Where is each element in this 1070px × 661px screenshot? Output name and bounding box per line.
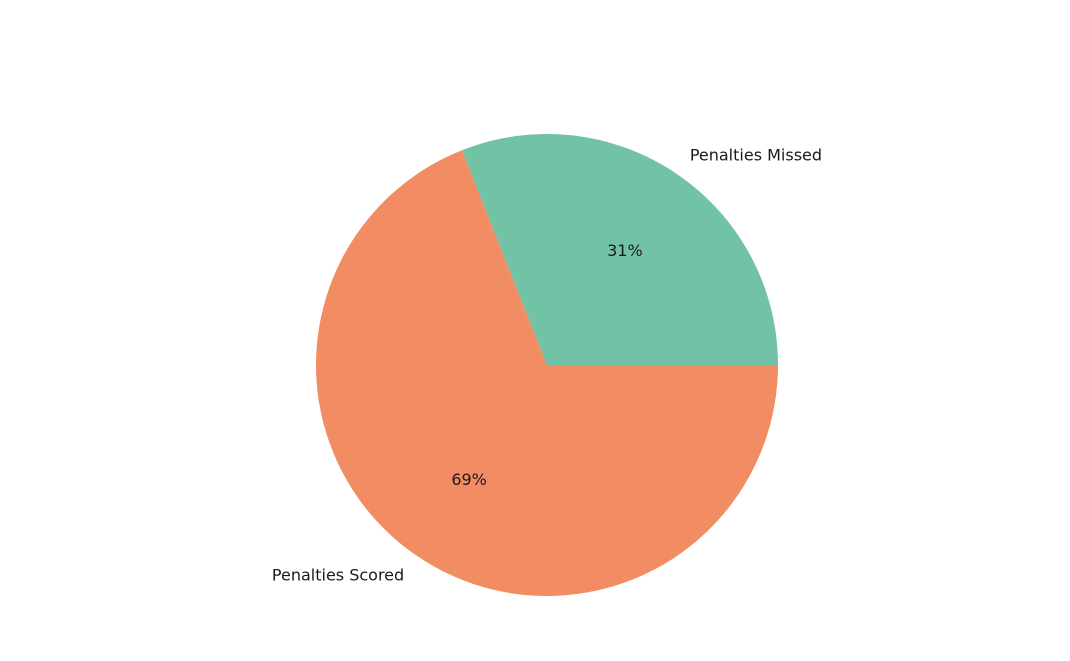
pie-slice-penalties-scored [316,150,778,597]
pie-category-label: Penalties Scored [272,566,404,585]
slices-layer [316,134,778,597]
labels-layer: 31% Penalties Missed 69% Penalties Scored [272,145,822,584]
pie-category-label: Penalties Missed [690,145,822,164]
pie-pct-label: 69% [451,470,487,489]
pie-slice-penalties-missed [461,134,778,365]
pie-pct-label: 31% [607,241,643,260]
